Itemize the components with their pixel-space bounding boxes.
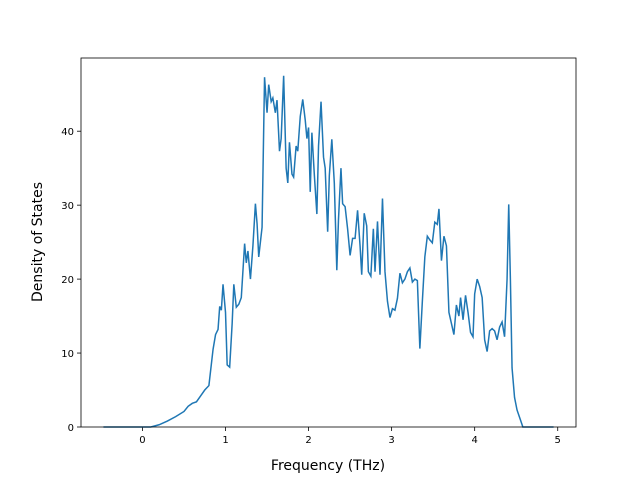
y-tick-label: 0: [68, 423, 74, 434]
y-tick-label: 20: [61, 275, 74, 286]
plot-frame: [80, 57, 577, 428]
y-tick-label: 30: [61, 201, 74, 212]
x-tick-label: 1: [222, 435, 228, 446]
y-axis-label: Density of States: [30, 182, 46, 302]
x-axis-label: Frequency (THz): [271, 458, 385, 474]
line-series: [103, 75, 554, 428]
x-tick-label: 5: [555, 435, 561, 446]
x-tick-label: 4: [471, 435, 477, 446]
x-tick-label: 2: [305, 435, 311, 446]
y-tick-label: 40: [61, 127, 74, 138]
x-tick-label: 3: [388, 435, 394, 446]
y-tick-label: 10: [61, 349, 74, 360]
x-tick-label: 0: [139, 435, 145, 446]
